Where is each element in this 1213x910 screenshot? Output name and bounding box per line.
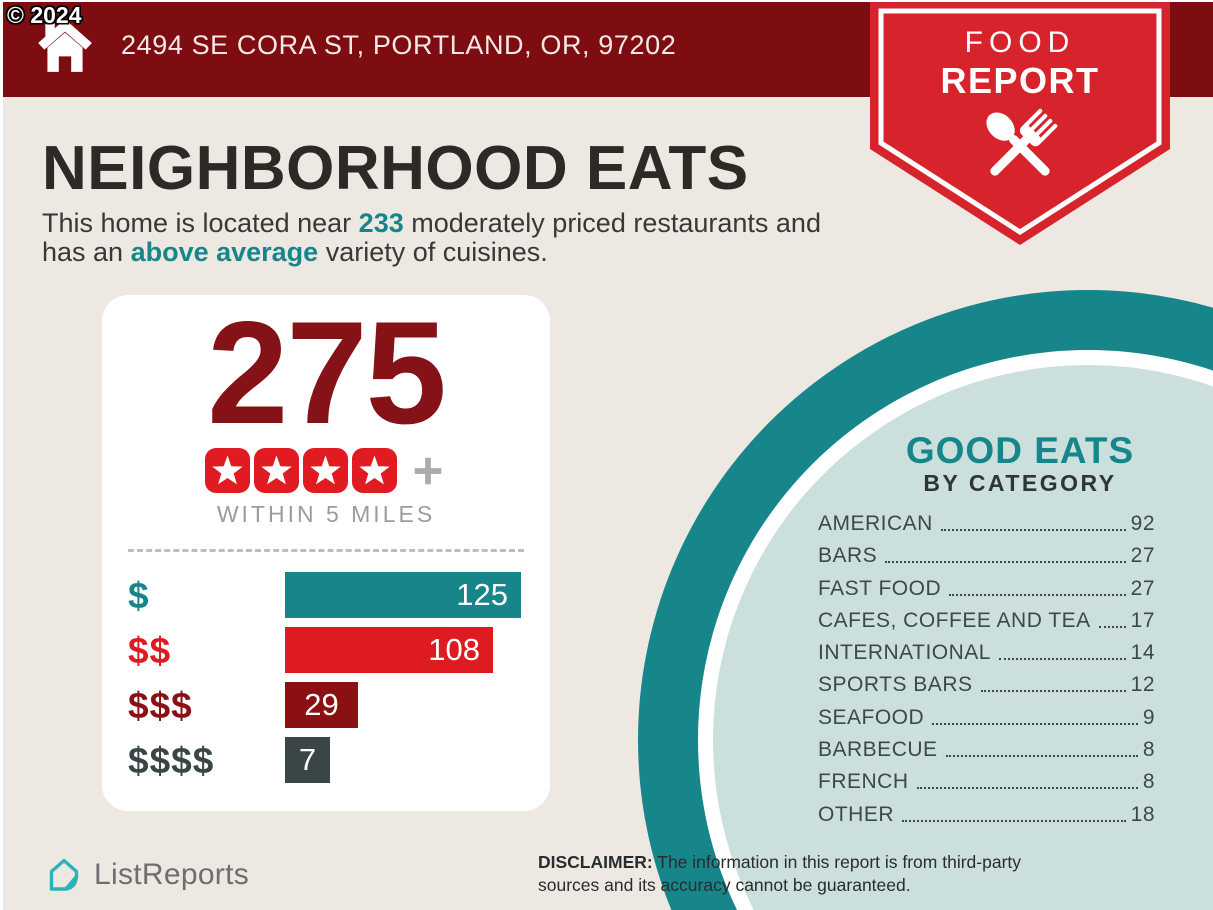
star-icon xyxy=(254,448,299,493)
dot-leader xyxy=(980,690,1126,693)
price-tier-bar: 125 xyxy=(285,572,521,618)
food-report-badge: FOOD REPORT xyxy=(870,0,1170,250)
badge-shield-shape xyxy=(870,0,1170,245)
listreports-logo: ListReports xyxy=(44,855,249,895)
dot-leader xyxy=(902,819,1126,822)
category-label: INTERNATIONAL xyxy=(818,641,991,665)
category-count: 27 xyxy=(1130,576,1155,600)
dot-leader xyxy=(998,658,1126,661)
dashed-divider xyxy=(128,549,524,552)
total-restaurants: 275 xyxy=(207,291,447,454)
disclaimer-label: DISCLAIMER: xyxy=(538,852,653,872)
category-label: BARBECUE xyxy=(818,738,938,762)
category-row: AMERICAN 92 xyxy=(818,513,1155,534)
goodeats-subtitle: BY CATEGORY xyxy=(923,470,1117,496)
category-label: FAST FOOD xyxy=(818,576,942,600)
disclaimer: DISCLAIMER: The information in this repo… xyxy=(538,851,1054,897)
category-label: SEAFOOD xyxy=(818,705,925,729)
dot-leader xyxy=(916,787,1138,790)
dot-leader xyxy=(885,561,1126,564)
category-count: 18 xyxy=(1130,802,1155,826)
goodeats-title: GOOD EATS xyxy=(905,430,1135,471)
price-tier-value: 29 xyxy=(304,687,339,722)
category-count: 27 xyxy=(1130,544,1155,568)
subtitle-text: moderately priced restaurants and has an xyxy=(42,208,821,267)
price-tier-bar: 7 xyxy=(285,737,330,783)
category-label: OTHER xyxy=(818,802,894,826)
price-tier-value: 125 xyxy=(456,577,508,612)
star-icon xyxy=(303,448,348,493)
category-count: 9 xyxy=(1142,705,1155,729)
dot-leader xyxy=(945,755,1138,758)
category-row: OTHER 18 xyxy=(818,804,1155,825)
category-label: CAFES, COFFEE AND TEA xyxy=(818,608,1091,632)
category-row: FRENCH 8 xyxy=(818,771,1155,792)
star-rating xyxy=(102,448,550,493)
category-row: CAFES, COFFEE AND TEA 17 xyxy=(818,610,1155,631)
category-label: AMERICAN xyxy=(818,512,933,535)
page-subtitle: This home is located near 233 moderately… xyxy=(42,209,862,266)
badge-title-report: REPORT xyxy=(940,60,1100,101)
subtitle-text: This home is located near xyxy=(42,208,359,238)
category-count: 14 xyxy=(1130,641,1155,665)
radius-label: WITHIN 5 MILES xyxy=(216,501,436,527)
price-tier-chart: $ 125 $$ 108 $$$ 29 $$$$ 7 xyxy=(102,572,550,783)
restaurant-stats-card: 275 WITHIN 5 MILES $ 125 $$ 108 $$$ 29 xyxy=(102,295,550,811)
disclaimer-text: The information in this report is from t… xyxy=(538,852,1022,895)
category-count: 8 xyxy=(1142,770,1155,794)
category-label: SPORTS BARS xyxy=(818,673,973,697)
price-tier-row: $$ 108 xyxy=(102,627,550,673)
page-edge-left xyxy=(0,0,3,910)
category-row: INTERNATIONAL 14 xyxy=(818,642,1155,663)
dot-leader xyxy=(940,529,1126,531)
category-label: FRENCH xyxy=(818,770,909,794)
price-tier-label: $$ xyxy=(128,629,172,671)
property-address: 2494 SE CORA ST, PORTLAND, OR, 97202 xyxy=(121,30,677,60)
listreports-wordmark: ListReports xyxy=(94,858,250,891)
category-count: 12 xyxy=(1130,673,1155,697)
category-count: 17 xyxy=(1130,608,1155,632)
plus-icon xyxy=(414,457,442,484)
badge-title-food: FOOD xyxy=(964,26,1076,59)
category-count: 92 xyxy=(1130,512,1155,535)
category-row: BARS 27 xyxy=(818,545,1155,566)
price-tier-value: 108 xyxy=(428,632,480,667)
price-tier-row: $$$ 29 xyxy=(102,682,550,728)
category-label: BARS xyxy=(818,544,878,568)
dot-leader xyxy=(949,593,1126,596)
restaurant-count: 233 xyxy=(358,208,404,238)
price-tier-label: $$$ xyxy=(128,684,193,726)
crossed-spoon-fork-icon xyxy=(986,108,1058,176)
page-edge-top xyxy=(0,0,1213,2)
price-tier-value: 7 xyxy=(298,742,317,777)
category-row: SPORTS BARS 12 xyxy=(818,674,1155,695)
star-icon xyxy=(205,448,250,493)
price-tier-row: $ 125 xyxy=(102,572,550,618)
subtitle-text: variety of cuisines. xyxy=(318,236,548,267)
price-tier-bar: 29 xyxy=(285,682,358,728)
listreports-house-icon xyxy=(49,858,79,891)
dot-leader xyxy=(932,722,1138,725)
star-icon xyxy=(352,448,397,493)
category-row: FAST FOOD 27 xyxy=(818,578,1155,599)
price-tier-bar: 108 xyxy=(285,627,493,673)
category-row: SEAFOOD 9 xyxy=(818,707,1155,728)
home-icon xyxy=(38,19,92,72)
price-tier-label: $ xyxy=(128,574,150,616)
price-tier-label: $$$$ xyxy=(128,739,215,781)
price-tier-row: $$$$ 7 xyxy=(102,737,550,783)
variety-highlight: above average xyxy=(130,236,319,267)
dot-leader xyxy=(1098,625,1126,628)
copyright-watermark: © 2024 xyxy=(7,2,82,28)
category-row: BARBECUE 8 xyxy=(818,739,1155,760)
page-title: NEIGHBORHOOD EATS xyxy=(42,134,749,203)
goodeats-category-list: AMERICAN 92 BARS 27 FAST FOOD 27 CAFES, COF… xyxy=(818,513,1155,836)
category-count: 8 xyxy=(1142,738,1155,762)
